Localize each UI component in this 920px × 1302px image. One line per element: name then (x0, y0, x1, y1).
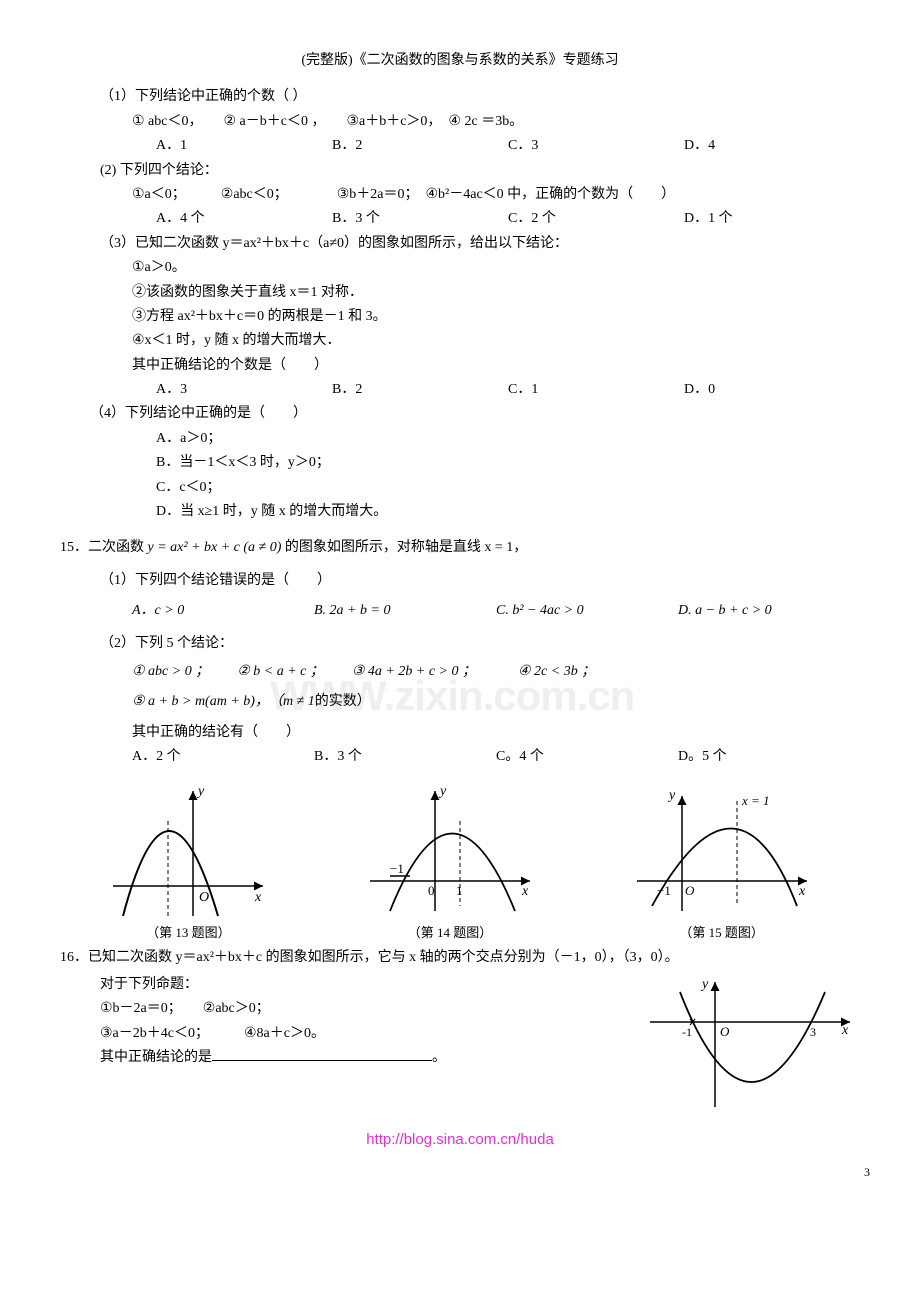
fig-15-caption: （第 15 题图） (627, 923, 817, 944)
q2-options: A．4 个 B．3 个 C．2 个 D．1 个 (60, 208, 860, 230)
q4-opt-c: C．c＜0； (60, 477, 860, 499)
q15-p2-l2-formula: m ≠ 1 (283, 694, 315, 709)
svg-text:x: x (798, 884, 806, 899)
q15-p1-opt-a: A．c > 0 (132, 600, 314, 622)
q15-p2-opt-d: D。5 个 (678, 746, 860, 768)
graph-16: -1 O 3 y x (640, 972, 860, 1112)
q1-options: A．1 B．2 C．3 D．4 (60, 135, 860, 157)
q15-p1-options: A．c > 0 B. 2a + b = 0 C. b² − 4ac > 0 D.… (60, 600, 860, 622)
q15-stem: 15．二次函数 y = ax² + bx + c (a ≠ 0) 的图象如图所示… (60, 537, 860, 559)
q4-opt-b: B．当－1＜x＜3 时，y＞0； (60, 452, 860, 474)
fig-14: −1 0 1 y x （第 14 题图） (360, 781, 540, 944)
q16-l0: 对于下列命题： (60, 974, 640, 996)
fig-14-caption: （第 14 题图） (360, 923, 540, 944)
q3-l1: ①a＞0。 (60, 257, 860, 279)
svg-text:3: 3 (810, 1025, 816, 1039)
q4-opt-d: D．当 x≥1 时，y 随 x 的增大而增大。 (60, 501, 860, 523)
svg-text:y: y (438, 784, 447, 799)
q3-opt-d: D．0 (684, 379, 860, 401)
q3-opt-c: C．1 (508, 379, 684, 401)
svg-text:-1: -1 (682, 1025, 692, 1039)
svg-text:−1: −1 (390, 861, 404, 876)
q15-p2-stem: （2）下列 5 个结论： (60, 633, 860, 655)
graph-15: x = 1 −1 O y x (627, 781, 817, 921)
q15-stem-prefix: 15．二次函数 (60, 540, 148, 555)
footer-link[interactable]: http://blog.sina.com.cn/huda (60, 1128, 860, 1152)
q1-stem: （1）下列结论中正确的个数（ ） (60, 86, 860, 108)
svg-text:O: O (199, 890, 209, 905)
fig-13-caption: （第 13 题图） (103, 923, 273, 944)
q15-p2-opt-b: B．3 个 (314, 746, 496, 768)
q16-l3-prefix: 其中正确结论的是 (100, 1050, 212, 1065)
q3-options: A．3 B．2 C．1 D．0 (60, 379, 860, 401)
q16-l3: 其中正确结论的是 。 (60, 1047, 640, 1069)
q16-l3-suffix: 。 (432, 1050, 446, 1065)
page-title: (完整版)《二次函数的图象与系数的关系》专题练习 (60, 50, 860, 72)
q15-p1-opt-b: B. 2a + b = 0 (314, 600, 496, 622)
q15-p1-stem: （1）下列四个结论错误的是（ ） (60, 570, 860, 592)
svg-text:O: O (720, 1024, 730, 1039)
q3-l2: ②该函数的图象关于直线 x＝1 对称． (60, 282, 860, 304)
fig-15: x = 1 −1 O y x （第 15 题图） (627, 781, 817, 944)
q3-opt-b: B．2 (332, 379, 508, 401)
svg-text:1: 1 (456, 883, 463, 898)
q1-opt-b: B．2 (332, 135, 508, 157)
q3-opt-a: A．3 (156, 379, 332, 401)
q2-opt-a: A．4 个 (156, 208, 332, 230)
q15-formula: y = ax² + bx + c (a ≠ 0) (148, 540, 282, 555)
svg-text:x: x (841, 1023, 849, 1038)
q4-stem: （4）下列结论中正确的是（ ） (60, 403, 860, 425)
q16-l1: ①b－2a＝0； ②abc＞0； (60, 998, 640, 1020)
q15-p1-opt-d: D. a − b + c > 0 (678, 600, 860, 622)
q1-opt-a: A．1 (156, 135, 332, 157)
q2-stem: (2) 下列四个结论： (60, 160, 860, 182)
q3-l5: 其中正确结论的个数是（ ） (60, 355, 860, 377)
svg-text:x: x (521, 884, 529, 899)
svg-text:−1: −1 (657, 883, 671, 898)
q2-opt-d: D．1 个 (684, 208, 860, 230)
graph-13: y x O (103, 781, 273, 921)
q15-p2-l1: ① abc > 0 ； ② b < a + c ； ③ 4a + 2b + c … (60, 661, 860, 683)
fig-13: y x O （第 13 题图） (103, 781, 273, 944)
q16-l2: ③a－2b＋4c＜0； ④8a＋c＞0。 (60, 1023, 640, 1045)
document-body: (完整版)《二次函数的图象与系数的关系》专题练习 （1）下列结论中正确的个数（ … (60, 50, 860, 1152)
figures-row: y x O （第 13 题图） −1 0 1 y x （第 14 题图） (60, 781, 860, 944)
q15-p2-options: A．2 个 B．3 个 C。4 个 D。5 个 (60, 746, 860, 768)
q3-l4: ④x＜1 时，y 随 x 的增大而增大． (60, 330, 860, 352)
q16-row: 对于下列命题： ①b－2a＝0； ②abc＞0； ③a－2b＋4c＜0； ④8a… (60, 972, 860, 1120)
q15-p2-l2-prefix: ⑤ a + b > m(am + b)， （ (132, 694, 283, 709)
q2-opt-c: C．2 个 (508, 208, 684, 230)
q15-p1-opt-c: C. b² − 4ac > 0 (496, 600, 678, 622)
svg-text:y: y (667, 788, 676, 803)
svg-text:y: y (196, 784, 205, 799)
q15-p2-l2: ⑤ a + b > m(am + b)， （m ≠ 1的实数） (60, 691, 860, 713)
q15-p2-opt-c: C。4 个 (496, 746, 678, 768)
q15-p2-l3: 其中正确的结论有（ ） (60, 722, 860, 744)
blank-underline (212, 1048, 432, 1061)
svg-text:x: x (254, 890, 262, 905)
q15-p2-l2-suffix: 的实数） (315, 694, 371, 709)
svg-text:0: 0 (428, 883, 435, 898)
q1-statements: ① abc＜0， ② a－b＋c＜0 ， ③a＋b＋c＞0， ④ 2c ＝3b。 (60, 111, 860, 133)
q3-stem: （3）已知二次函数 y＝ax²＋bx＋c（a≠0）的图象如图所示，给出以下结论： (60, 233, 860, 255)
page-number: 3 (864, 1163, 870, 1182)
q1-opt-c: C．3 (508, 135, 684, 157)
graph-14: −1 0 1 y x (360, 781, 540, 921)
q3-l3: ③方程 ax²＋bx＋c＝0 的两根是－1 和 3。 (60, 306, 860, 328)
svg-text:O: O (685, 883, 695, 898)
q15-p2-opt-a: A．2 个 (132, 746, 314, 768)
q15-stem-suffix: 的图象如图所示，对称轴是直线 x = 1， (281, 540, 527, 555)
q1-opt-d: D．4 (684, 135, 860, 157)
q4-opt-a: A．a＞0； (60, 428, 860, 450)
svg-text:y: y (700, 977, 709, 992)
q16-stem: 16．已知二次函数 y＝ax²＋bx＋c 的图象如图所示，它与 x 轴的两个交点… (60, 947, 860, 969)
q2-opt-b: B．3 个 (332, 208, 508, 230)
fig-16: -1 O 3 y x (640, 972, 860, 1120)
q2-statements: ①a＜0； ②abc＜0； ③b＋2a＝0； ④b²－4ac＜0 中，正确的个数… (60, 184, 860, 206)
svg-text:x = 1: x = 1 (741, 793, 770, 808)
